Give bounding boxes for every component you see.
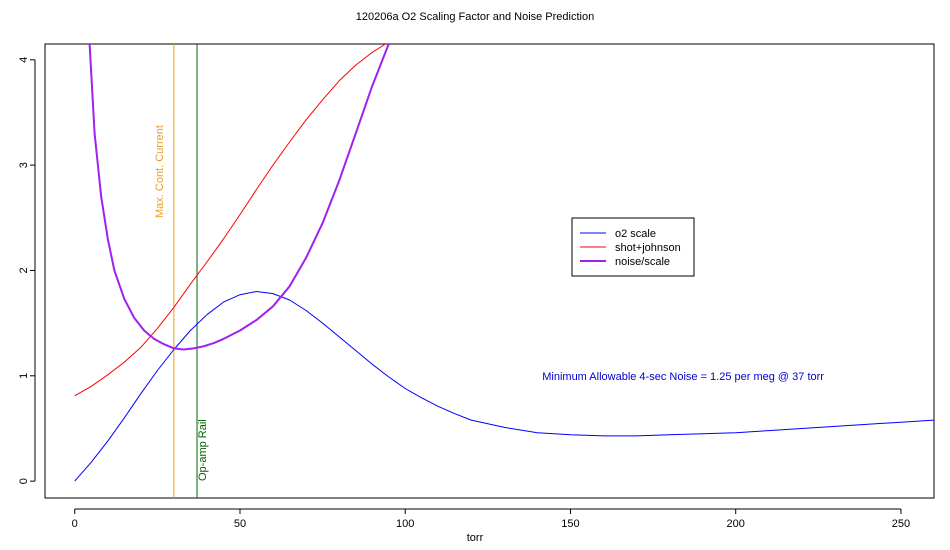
x-axis-label: torr: [467, 532, 484, 544]
x-tick-label: 0: [72, 518, 78, 530]
legend-label: shot+johnson: [615, 242, 681, 254]
max-cont-current-label: Max. Cont. Current: [154, 125, 166, 218]
x-tick-label: 150: [561, 518, 579, 530]
series-line-shot-johnson: [74, 44, 387, 397]
x-tick-label: 100: [396, 518, 414, 530]
y-tick-label: 0: [18, 478, 30, 484]
axes: 0 50 100 150 200 250 0 1 2 3 4: [18, 57, 910, 530]
series-line-o2-scale: [74, 291, 934, 482]
legend-label: noise/scale: [615, 256, 670, 268]
legend-label: o2 scale: [615, 228, 656, 240]
series-group: [74, 44, 934, 482]
y-tick-label: 3: [18, 162, 30, 168]
x-tick-label: 200: [727, 518, 745, 530]
y-tick-label: 1: [18, 373, 30, 379]
min-noise-annotation: Minimum Allowable 4-sec Noise = 1.25 per…: [542, 371, 824, 383]
y-tick-label: 4: [18, 57, 30, 63]
chart-title: 120206a O2 Scaling Factor and Noise Pred…: [356, 11, 594, 23]
op-amp-rail-label: Op-amp Rail: [197, 419, 209, 481]
plot-frame: [44, 43, 935, 499]
vertical-lines: [173, 44, 198, 498]
x-tick-label: 50: [234, 518, 246, 530]
x-tick-label: 250: [892, 518, 910, 530]
y-tick-label: 2: [18, 267, 30, 273]
series-line-noise-scale: [88, 44, 390, 351]
legend: o2 scale shot+johnson noise/scale: [571, 217, 695, 277]
